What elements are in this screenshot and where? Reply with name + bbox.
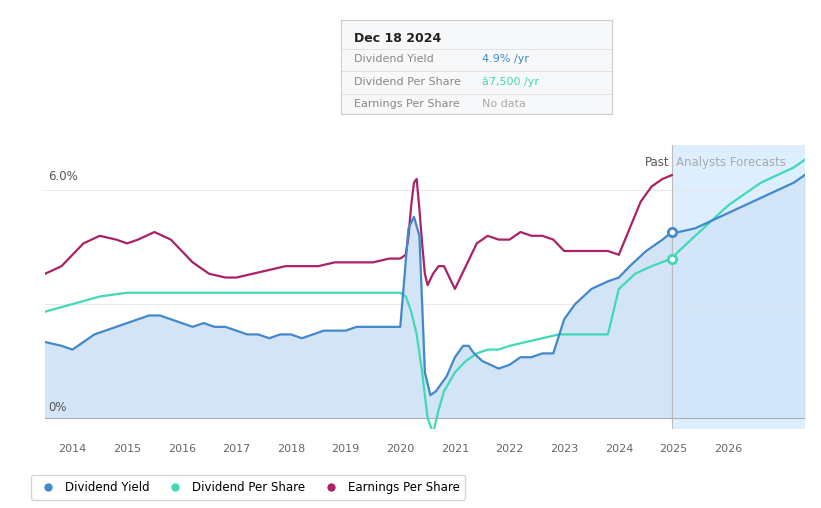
Text: 2016: 2016	[167, 444, 195, 455]
Text: 2026: 2026	[714, 444, 742, 455]
Text: Dividend Yield: Dividend Yield	[355, 54, 434, 64]
Text: 2019: 2019	[332, 444, 360, 455]
Text: Analysts Forecasts: Analysts Forecasts	[677, 156, 786, 169]
Text: 2024: 2024	[604, 444, 633, 455]
Text: 2018: 2018	[277, 444, 305, 455]
Text: 2014: 2014	[58, 444, 86, 455]
Text: 6.0%: 6.0%	[48, 170, 78, 183]
Text: â7,500 /yr: â7,500 /yr	[482, 77, 539, 87]
Text: Dividend Per Share: Dividend Per Share	[355, 77, 461, 87]
Text: Earnings Per Share: Earnings Per Share	[355, 99, 460, 109]
Text: Past: Past	[644, 156, 669, 169]
Text: 4.9% /yr: 4.9% /yr	[482, 54, 529, 64]
Text: 2015: 2015	[113, 444, 141, 455]
Text: 2021: 2021	[441, 444, 469, 455]
Text: No data: No data	[482, 99, 525, 109]
Legend: Dividend Yield, Dividend Per Share, Earnings Per Share: Dividend Yield, Dividend Per Share, Earn…	[30, 475, 466, 499]
Text: Dec 18 2024: Dec 18 2024	[355, 31, 442, 45]
Text: 2020: 2020	[386, 444, 415, 455]
Text: 0%: 0%	[48, 401, 67, 414]
Text: 2025: 2025	[659, 444, 687, 455]
Text: 2022: 2022	[495, 444, 524, 455]
Text: 2017: 2017	[222, 444, 250, 455]
Text: 2023: 2023	[550, 444, 578, 455]
Bar	[672, 145, 805, 429]
